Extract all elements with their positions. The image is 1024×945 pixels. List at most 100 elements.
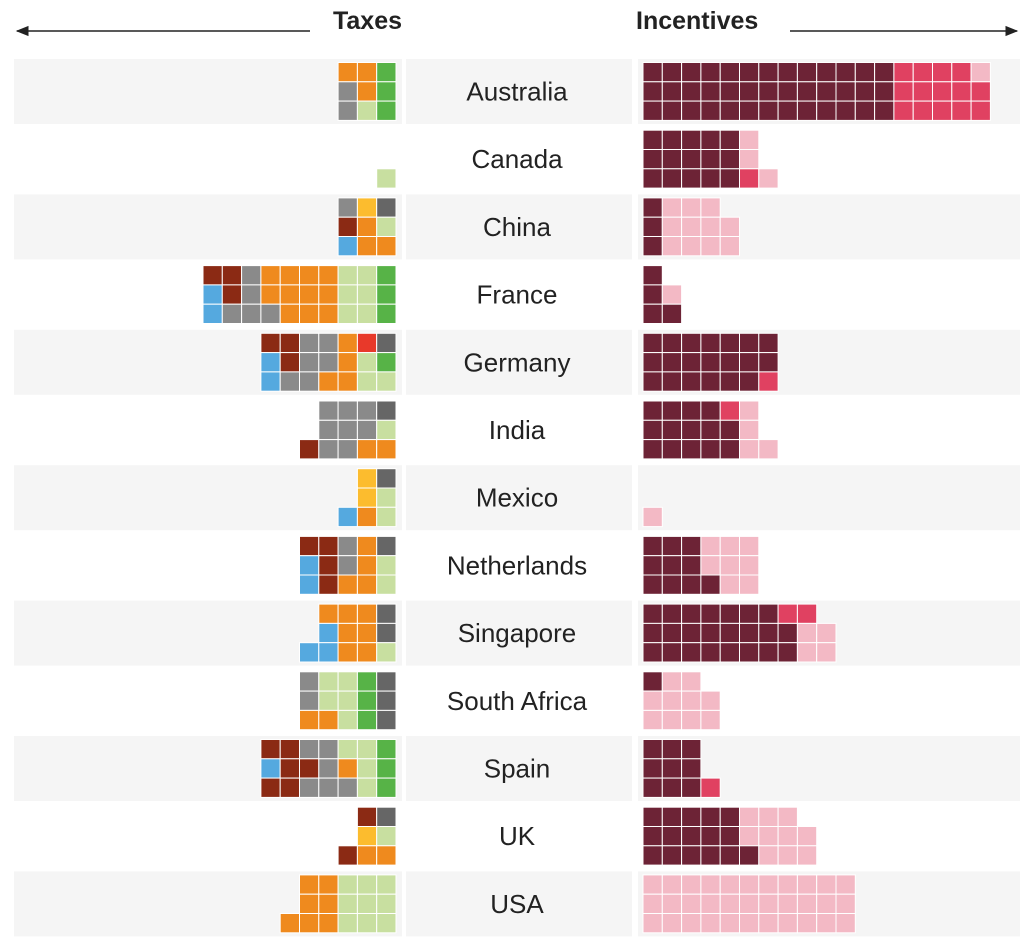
incentive-cell-crimson: [700, 777, 721, 798]
incentive-cell-pink: [681, 671, 702, 692]
incentive-cell-crimson: [796, 603, 818, 624]
row-stripe: [14, 194, 402, 260]
tax-cell-orange: [356, 62, 378, 83]
incentive-cell-crimson: [951, 100, 972, 121]
incentive-cell-pink: [661, 197, 683, 218]
tax-cell-green: [356, 671, 378, 692]
incentive-cell-pink: [700, 913, 721, 934]
incentive-cell-maroon: [681, 555, 702, 576]
incentive-cell-maroon: [719, 81, 741, 102]
tax-cell-grey: [241, 303, 262, 325]
incentive-cell-crimson: [758, 371, 779, 392]
incentive-cell-pink: [739, 806, 760, 828]
tax-cell-dgrey: [376, 535, 397, 557]
incentive-cell-maroon: [777, 100, 798, 121]
tax-cell-dred: [260, 739, 281, 760]
tax-cell-dred: [299, 439, 320, 460]
tax-cell-blue: [260, 371, 281, 392]
incentive-cell-pink: [681, 913, 702, 934]
incentive-cell-pink: [642, 874, 663, 895]
incentive-cell-pink: [777, 874, 798, 895]
tax-cell-dgrey: [376, 197, 397, 218]
tax-cell-orange: [356, 535, 378, 557]
tax-cell-blue: [260, 758, 281, 779]
incentive-cell-maroon: [681, 62, 702, 83]
tax-cell-green: [356, 709, 378, 731]
tax-cell-grey: [337, 197, 358, 218]
tax-cell-dred: [337, 845, 358, 866]
incentive-cell-maroon: [700, 845, 721, 866]
tax-cell-grey: [241, 265, 262, 286]
incentive-cell-pink: [796, 826, 818, 847]
incentive-cell-pink: [739, 826, 760, 847]
incentive-cell-maroon: [700, 603, 721, 624]
tax-cell-orange: [260, 265, 281, 286]
country-row-canada: Canada: [376, 129, 779, 189]
incentive-cell-maroon: [681, 574, 702, 595]
incentive-cell-maroon: [681, 535, 702, 557]
incentive-cell-pink: [700, 893, 721, 915]
incentive-cell-pink: [758, 806, 779, 828]
incentive-cell-pink: [796, 622, 818, 644]
incentive-cell-pink: [661, 236, 683, 257]
incentive-cell-maroon: [681, 642, 702, 663]
tax-cell-grey: [356, 419, 378, 441]
tax-cell-blue: [318, 642, 339, 663]
incentive-cell-pink: [758, 913, 779, 934]
tax-cell-lgreen: [337, 893, 358, 915]
incentive-cell-maroon: [681, 622, 702, 644]
incentive-cell-pink: [758, 893, 779, 915]
tax-cell-grey: [337, 777, 358, 798]
tax-cell-green: [376, 284, 397, 305]
incentive-cell-maroon: [700, 400, 721, 421]
incentive-cell-pink: [719, 216, 741, 237]
incentive-cell-maroon: [796, 100, 818, 121]
incentive-cell-maroon: [854, 81, 876, 102]
incentive-cell-maroon: [661, 81, 683, 102]
incentive-cell-maroon: [681, 758, 702, 779]
incentive-cell-maroon: [719, 642, 741, 663]
incentive-cell-pink: [777, 893, 798, 915]
tax-cell-lgreen: [337, 284, 358, 305]
incentive-cell-pink: [816, 642, 837, 663]
country-label: Canada: [471, 144, 563, 174]
incentive-cell-pink: [642, 690, 663, 711]
incentive-cell-maroon: [719, 352, 741, 373]
tax-cell-orange: [356, 845, 378, 866]
incentive-cell-maroon: [758, 62, 779, 83]
tax-cell-grey: [318, 352, 339, 373]
incentive-cell-pink: [642, 506, 663, 528]
tax-cell-orange: [356, 622, 378, 644]
incentive-cell-maroon: [661, 642, 683, 663]
incentive-cell-maroon: [700, 129, 721, 150]
tax-cell-orange: [376, 439, 397, 460]
tax-cell-lgreen: [376, 913, 397, 934]
tax-cell-orange: [318, 303, 339, 325]
incentive-cell-pink: [835, 874, 856, 895]
incentive-cell-maroon: [642, 197, 663, 218]
incentive-cell-maroon: [661, 400, 683, 421]
tax-cell-lgreen: [356, 284, 378, 305]
incentive-cell-maroon: [642, 129, 663, 150]
incentive-cell-maroon: [642, 603, 663, 624]
tax-cell-dgrey: [376, 603, 397, 624]
tax-cell-orange: [356, 642, 378, 663]
tax-cell-dred: [299, 758, 320, 779]
tax-cell-green: [376, 739, 397, 760]
tax-cell-grey: [318, 400, 339, 421]
incentive-cell-maroon: [661, 622, 683, 644]
incentive-cell-maroon: [719, 62, 741, 83]
tax-cell-lgreen: [376, 826, 397, 847]
incentive-cell-maroon: [796, 81, 818, 102]
incentive-cell-maroon: [642, 671, 663, 692]
incentive-cell-pink: [719, 913, 741, 934]
tax-cell-grey: [337, 555, 358, 576]
incentive-cell-crimson: [777, 603, 798, 624]
incentive-cell-maroon: [739, 332, 760, 354]
country-row-india: India: [299, 400, 779, 460]
incentive-cell-maroon: [661, 826, 683, 847]
incentive-cell-maroon: [642, 332, 663, 354]
incentive-cell-maroon: [661, 419, 683, 441]
incentive-cell-maroon: [642, 352, 663, 373]
tax-cell-lgreen: [337, 739, 358, 760]
